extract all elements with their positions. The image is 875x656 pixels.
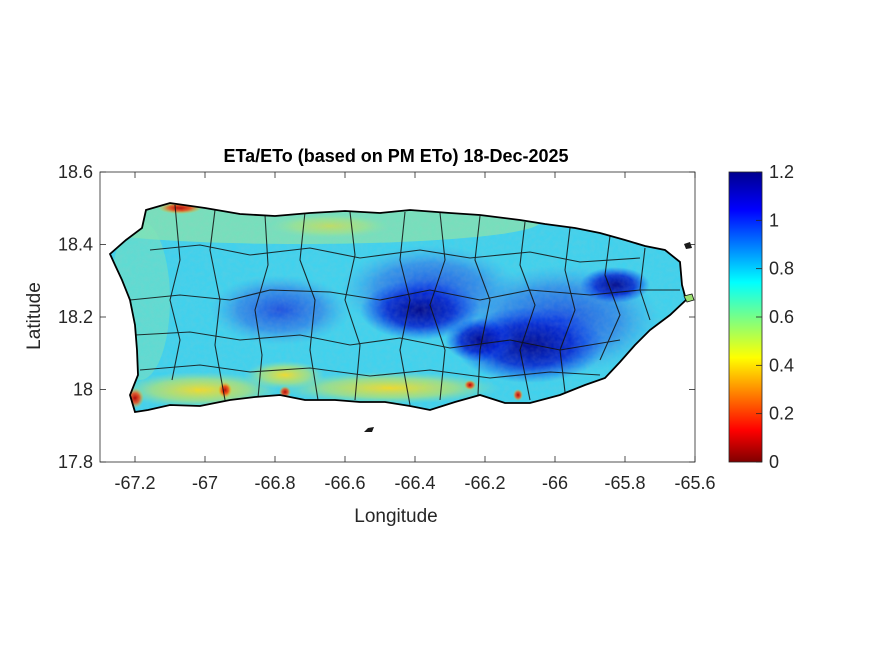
colorbar-tick-label: 0.6	[769, 307, 794, 327]
chart-title: ETa/ETo (based on PM ETo) 18-Dec-2025	[223, 146, 568, 166]
colorbar-ticks: 0 0.2 0.4 0.6 0.8 1 1.2	[756, 162, 794, 472]
y-tick-label: 18.4	[58, 235, 93, 255]
islet-east-2	[683, 293, 695, 303]
x-axis-label: Longitude	[354, 506, 437, 527]
x-axis-ticks: -67.2 -67 -66.8 -66.6 -66.4 -66.2 -66 -65.8 -65.…	[114, 172, 716, 493]
x-tick-label: -66.4	[394, 473, 435, 493]
x-tick-label: -66.8	[254, 473, 295, 493]
x-tick-label: -65.8	[604, 473, 645, 493]
islet-east-1	[684, 242, 692, 249]
x-tick-label: -65.6	[674, 473, 715, 493]
islet-south	[364, 427, 374, 432]
y-tick-label: 17.8	[58, 452, 93, 472]
x-tick-label: -67	[192, 473, 218, 493]
y-tick-label: 18.6	[58, 162, 93, 182]
colorbar-tick-label: 0.2	[769, 404, 794, 424]
colorbar-tick-label: 0.8	[769, 259, 794, 279]
x-tick-label: -66.6	[324, 473, 365, 493]
y-tick-label: 18.2	[58, 307, 93, 327]
x-tick-label: -66.2	[464, 473, 505, 493]
x-tick-label: -66	[542, 473, 568, 493]
y-tick-label: 18	[73, 380, 93, 400]
y-axis-label: Latitude	[24, 282, 45, 350]
colorbar-tick-label: 0.4	[769, 355, 794, 375]
x-tick-label: -67.2	[114, 473, 155, 493]
colorbar-tick-label: 1	[769, 210, 779, 230]
map-texture	[110, 203, 686, 412]
colorbar-tick-label: 0	[769, 452, 779, 472]
colorbar-tick-label: 1.2	[769, 162, 794, 182]
municipal-boundaries	[129, 204, 680, 406]
y-axis-ticks: 17.8 18 18.2 18.4 18.6	[58, 162, 695, 472]
map-raster	[110, 203, 686, 412]
